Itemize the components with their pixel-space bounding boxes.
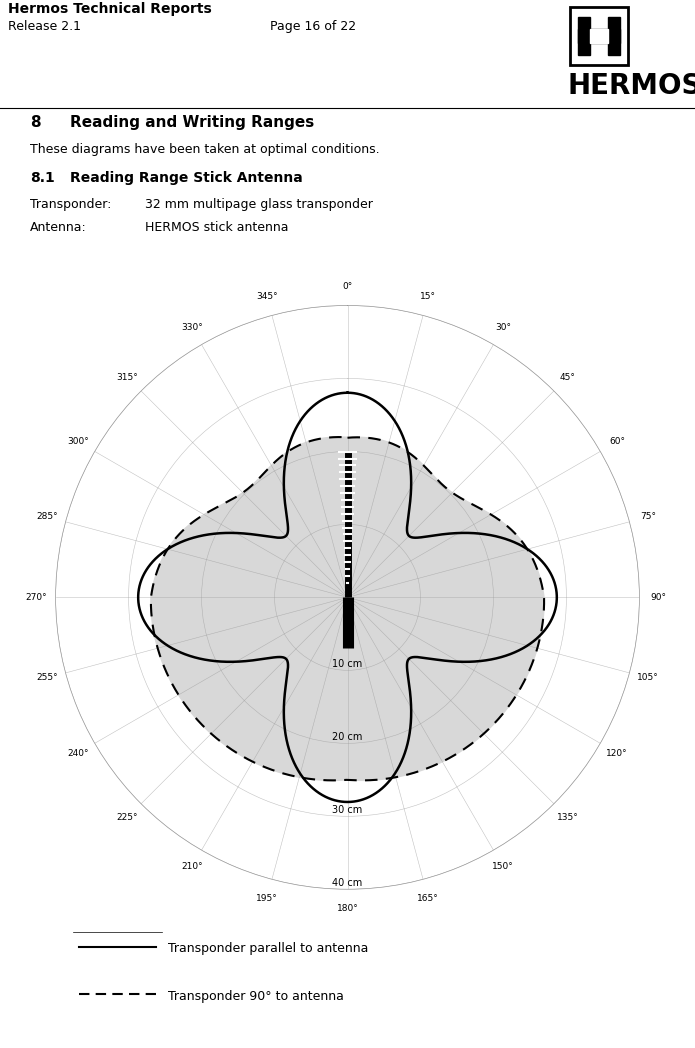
- Polygon shape: [151, 437, 544, 781]
- Text: 8: 8: [30, 115, 40, 130]
- Text: 10 cm: 10 cm: [332, 659, 363, 670]
- Text: Release 2.1: Release 2.1: [8, 20, 81, 32]
- Text: 40 cm: 40 cm: [332, 878, 363, 889]
- Text: Page 16 of 22: Page 16 of 22: [270, 20, 356, 32]
- Text: 20 cm: 20 cm: [332, 733, 363, 742]
- Text: Transponder:: Transponder:: [30, 198, 111, 212]
- Text: Antenna:: Antenna:: [30, 221, 87, 235]
- Text: Reading Range Stick Antenna: Reading Range Stick Antenna: [70, 171, 303, 185]
- Bar: [590, 29, 608, 43]
- Text: 30 cm: 30 cm: [332, 805, 363, 815]
- Bar: [578, 29, 620, 43]
- Text: HERMOS stick antenna: HERMOS stick antenna: [145, 221, 288, 235]
- Text: 8.1: 8.1: [30, 171, 55, 185]
- Text: These diagrams have been taken at optimal conditions.: These diagrams have been taken at optima…: [30, 144, 379, 156]
- Bar: [570, 7, 628, 65]
- Text: Transponder parallel to antenna: Transponder parallel to antenna: [168, 942, 369, 956]
- Text: Reading and Writing Ranges: Reading and Writing Ranges: [70, 115, 314, 130]
- Bar: [578, 17, 590, 54]
- Text: 32 mm multipage glass transponder: 32 mm multipage glass transponder: [145, 198, 373, 212]
- Text: Transponder 90° to antenna: Transponder 90° to antenna: [168, 989, 344, 1003]
- Text: Hermos Technical Reports: Hermos Technical Reports: [8, 2, 212, 16]
- Text: HERMOS: HERMOS: [568, 72, 695, 100]
- Bar: [608, 17, 620, 54]
